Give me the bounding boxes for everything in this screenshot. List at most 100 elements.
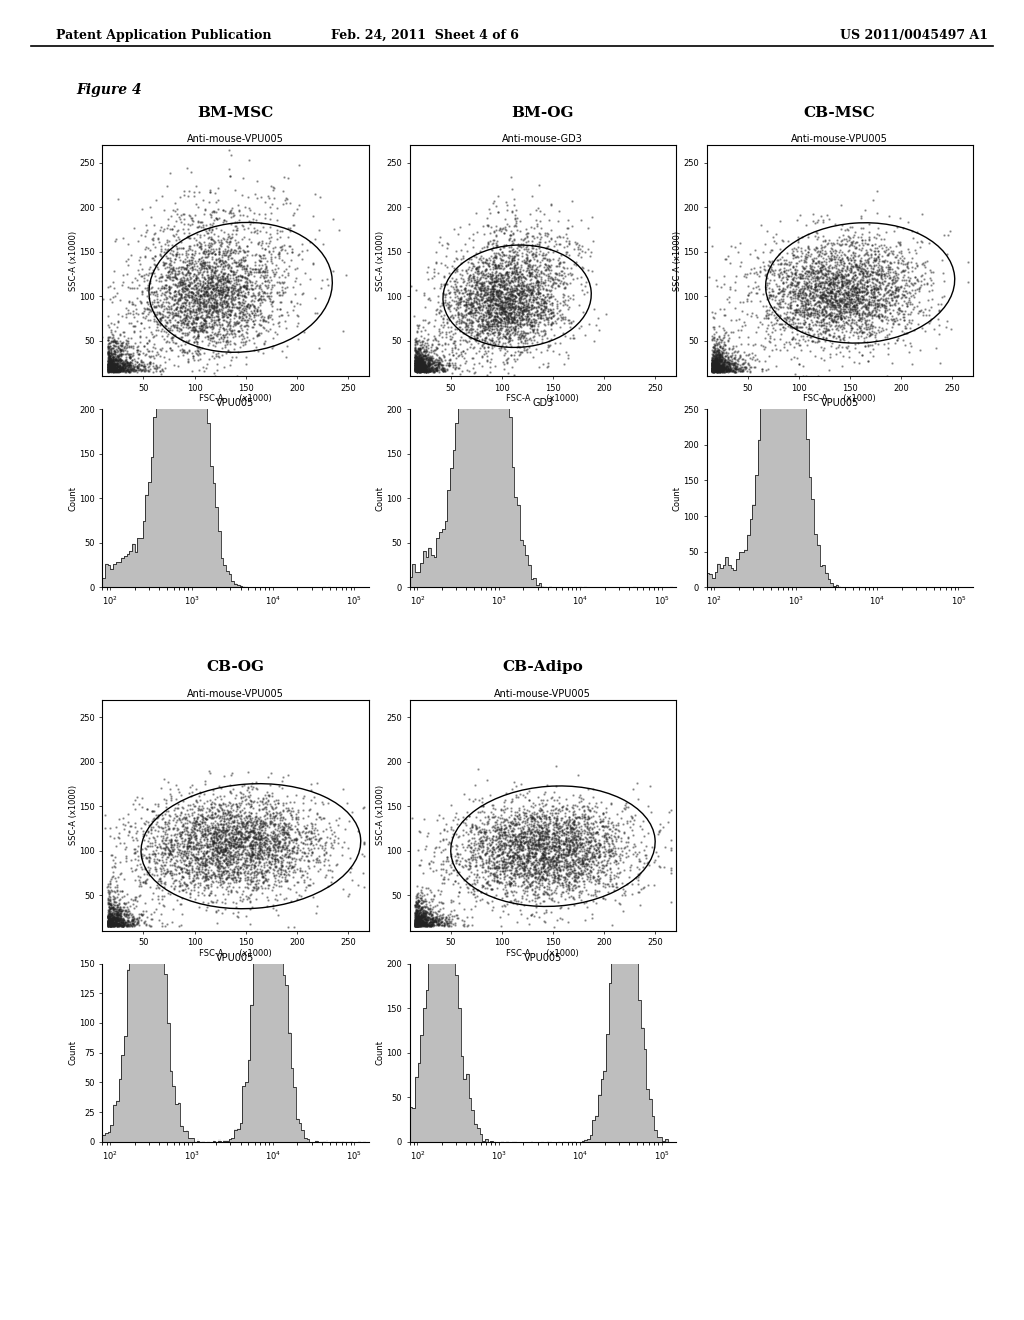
Point: [500, 268, 516, 289]
Point: [567, 234, 584, 255]
Point: [511, 836, 527, 857]
Point: [199, 854, 215, 875]
Point: [252, 220, 268, 242]
Point: [278, 822, 294, 843]
Point: [826, 284, 843, 305]
Point: [870, 319, 887, 341]
Point: [125, 355, 141, 376]
Point: [229, 268, 246, 289]
Point: [569, 807, 586, 828]
Point: [573, 867, 590, 888]
Point: [290, 834, 306, 855]
Point: [101, 915, 118, 936]
Point: [413, 896, 429, 917]
Point: [418, 341, 434, 362]
Point: [531, 892, 548, 913]
Point: [133, 909, 150, 931]
Point: [575, 876, 592, 898]
Point: [790, 294, 806, 315]
Point: [428, 338, 444, 359]
Point: [711, 360, 727, 381]
Point: [202, 822, 218, 843]
Point: [828, 267, 845, 288]
Point: [224, 903, 241, 924]
Point: [431, 900, 447, 921]
Point: [812, 293, 828, 314]
Point: [112, 347, 128, 368]
Point: [761, 288, 777, 309]
Point: [200, 272, 216, 293]
Point: [179, 268, 196, 289]
Point: [194, 280, 210, 301]
Point: [146, 246, 163, 267]
Point: [710, 355, 726, 376]
Point: [807, 275, 823, 296]
Point: [846, 302, 862, 323]
Point: [804, 325, 820, 346]
Point: [762, 327, 778, 348]
Point: [180, 240, 197, 261]
Point: [521, 273, 538, 294]
Point: [104, 912, 121, 933]
Point: [258, 840, 274, 861]
Point: [792, 265, 808, 286]
Point: [794, 288, 810, 309]
Title: Anti-mouse-VPU005: Anti-mouse-VPU005: [792, 135, 888, 144]
Point: [887, 282, 903, 304]
Point: [587, 828, 603, 849]
Point: [219, 279, 236, 300]
Point: [545, 313, 561, 334]
Point: [468, 329, 484, 350]
Point: [618, 832, 635, 853]
Point: [247, 845, 263, 866]
Point: [411, 891, 427, 912]
Point: [243, 837, 259, 858]
Point: [537, 883, 553, 904]
Point: [869, 247, 886, 268]
Point: [190, 837, 207, 858]
Point: [454, 360, 470, 381]
Point: [469, 886, 485, 907]
Point: [553, 817, 569, 838]
Point: [239, 275, 255, 296]
Point: [417, 355, 433, 376]
Point: [497, 294, 513, 315]
Point: [564, 867, 581, 888]
Point: [573, 854, 590, 875]
Point: [479, 290, 496, 312]
Point: [421, 354, 437, 375]
Point: [104, 913, 121, 935]
Point: [106, 908, 123, 929]
Point: [488, 268, 505, 289]
Point: [416, 360, 432, 381]
Point: [823, 232, 840, 253]
Point: [705, 362, 721, 383]
Point: [581, 238, 597, 259]
Point: [411, 906, 427, 927]
Point: [548, 858, 564, 879]
Point: [562, 816, 579, 837]
Point: [714, 346, 730, 367]
Point: [797, 298, 813, 319]
Point: [467, 285, 483, 306]
Point: [429, 360, 445, 381]
Point: [721, 354, 737, 375]
Point: [722, 235, 738, 256]
Point: [756, 308, 772, 329]
Point: [414, 354, 430, 375]
Point: [101, 342, 118, 363]
Point: [524, 282, 541, 304]
Point: [843, 249, 859, 271]
Point: [517, 292, 534, 313]
Point: [760, 308, 776, 329]
Point: [217, 246, 233, 267]
Point: [205, 288, 221, 309]
Point: [239, 235, 255, 256]
Point: [546, 867, 562, 888]
Point: [605, 842, 622, 863]
Point: [185, 876, 202, 898]
Point: [118, 850, 134, 871]
Point: [810, 252, 826, 273]
Point: [517, 857, 534, 878]
Point: [841, 235, 857, 256]
